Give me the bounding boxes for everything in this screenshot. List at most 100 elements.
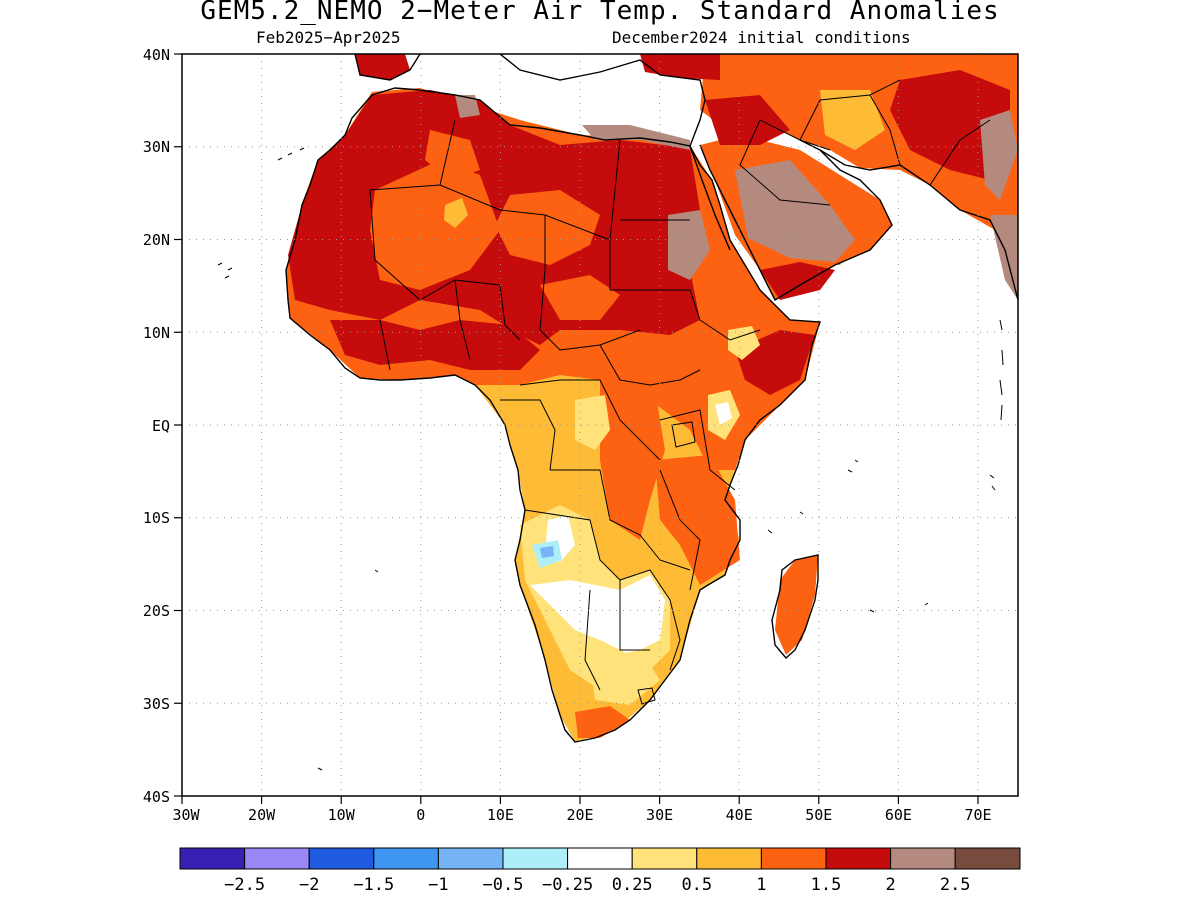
colorbar-label-6: −0.25 [542,875,593,895]
comoros [767,511,804,534]
lat-label-10n: 10N [143,324,170,342]
colorbar-swatch-7 [567,847,633,870]
colorbar-swatch-8 [631,847,698,870]
colorbar-swatch-6 [502,847,569,870]
anomaly-2-2.5-egypt [582,125,690,150]
initial-conditions: December2024 initial conditions [612,28,911,47]
st-helena [374,569,379,573]
lat-label-20n: 20N [143,231,170,249]
colorbar-swatch-5 [437,847,504,870]
lat-label-30n: 30N [143,138,170,156]
colorbar-swatch-1 [179,847,246,870]
spain-strip [355,54,410,80]
anomaly-2-2.5-pakistan [980,110,1018,200]
anomaly-low-kenya [715,402,732,425]
anomaly-0.25-0.5-ethiopia [728,326,760,360]
colorbar-label-1: −2.5 [224,875,265,895]
country-borders [369,79,991,705]
lon-label-30w: 30W [172,806,200,824]
anomaly-0.5-1-iraq [820,90,885,150]
anomaly-1-1.5-madagascar [775,555,818,655]
colorbar-swatch-9 [696,847,762,870]
seychelles [847,459,859,473]
mediterranean-north-coast [354,54,706,147]
lat-label-20s: 20S [143,602,170,620]
lon-label-60e: 60E [885,806,912,824]
lat-label-40s: 40S [143,788,170,806]
colorbar-label-4: −1 [428,875,448,895]
map-plot [217,54,1018,771]
anomaly-1-1.5-sahel [540,275,620,320]
lon-label-0: 0 [416,806,425,824]
colorbar-label-10: 1.5 [811,875,842,895]
colorbar-label-9: 1 [756,875,766,895]
middle-east-borders [739,79,991,206]
anomaly-1-1.5-southeast [655,455,740,585]
anomaly-1-1.5-sahara-c [425,130,480,180]
reunion [869,602,929,613]
anomaly-2-2.5-arabia-b [735,160,855,262]
europe-strip [640,54,720,80]
lon-label-20e: 20E [566,806,593,824]
colorbar-label-5: −0.5 [483,875,524,895]
anomaly-0.5-1-sahara-spot [444,198,468,228]
colorbar-swatch-11 [825,847,892,870]
anomaly-2-2.5-sudan [668,210,710,280]
anomaly-low-botswana [530,575,665,655]
anomaly-1-1.5-sahara-a [370,160,500,290]
lon-label-50e: 50E [805,806,832,824]
colorbar-label-11: 2 [885,875,895,895]
colorbar-label-3: −1.5 [353,875,394,895]
lesotho [637,687,656,705]
lon-label-40e: 40E [726,806,753,824]
colorbar [179,847,1021,870]
colorbar-swatch-2 [244,847,310,870]
colorbar-labels: −2.5 −2 −1.5 −1 −0.5 −0.25 0.25 0.5 1 1.… [224,875,970,895]
canary-islands [277,147,305,161]
forecast-period: Feb2025−Apr2025 [256,28,401,47]
islands [217,147,1004,771]
lon-label-10e: 10E [487,806,514,824]
anomaly-2-2.5-india [990,215,1018,300]
arabia-coastline [699,139,893,301]
anomaly-1-1.5-sahara-b [495,190,600,265]
colorbar-swatch-4 [373,847,439,870]
lon-label-20w: 20W [248,806,276,824]
cape-verde [217,262,233,279]
anomaly-1.5-2-iran [890,70,1010,180]
lon-label-30e: 30E [646,806,673,824]
anomaly-1.5-2-levant [705,95,790,145]
colorbar-label-12: 2.5 [940,875,971,895]
lat-label-30s: 30S [143,695,170,713]
lat-label-40n: 40N [143,46,170,64]
lon-label-70e: 70E [964,806,991,824]
anomaly-2-2.5-northwest [455,95,480,118]
tristan [317,767,323,771]
colorbar-swatch-3 [308,847,375,870]
madagascar-coastline [771,554,819,659]
maldives [999,319,1004,421]
colorbar-swatch-10 [760,847,827,870]
colorbar-swatch-12 [890,847,956,870]
lon-label-10w: 10W [328,806,356,824]
mascarene [989,474,996,491]
lat-label-10s: 10S [143,509,170,527]
anomaly-neg-spot-2 [540,546,554,558]
lake-victoria [671,421,696,448]
anomaly-1.5-2-yemen [760,262,835,300]
anomaly-0.25-0.5-congo [575,395,610,450]
lat-label-eq: EQ [152,417,170,435]
map-title: GEM5.2_NEMO 2−Meter Air Temp. Standard A… [200,0,1000,26]
africa-coastline [285,87,821,743]
anomaly-1-1.5-central [600,380,665,540]
tick-marks [174,53,979,804]
gridlines [182,54,1018,796]
lat-labels: 40N 30N 20N 10N EQ 10S 20S 30S 40S [143,46,170,806]
anomaly-fill-layers [286,54,1018,742]
colorbar-label-7: 0.25 [612,875,653,895]
anomaly-1-1.5-southtip [575,706,630,738]
lon-labels: 30W 20W 10W 0 10E 20E 30E 40E 50E 60E 70… [172,806,991,824]
border-lines [369,119,761,691]
colorbar-label-2: −2 [299,875,319,895]
